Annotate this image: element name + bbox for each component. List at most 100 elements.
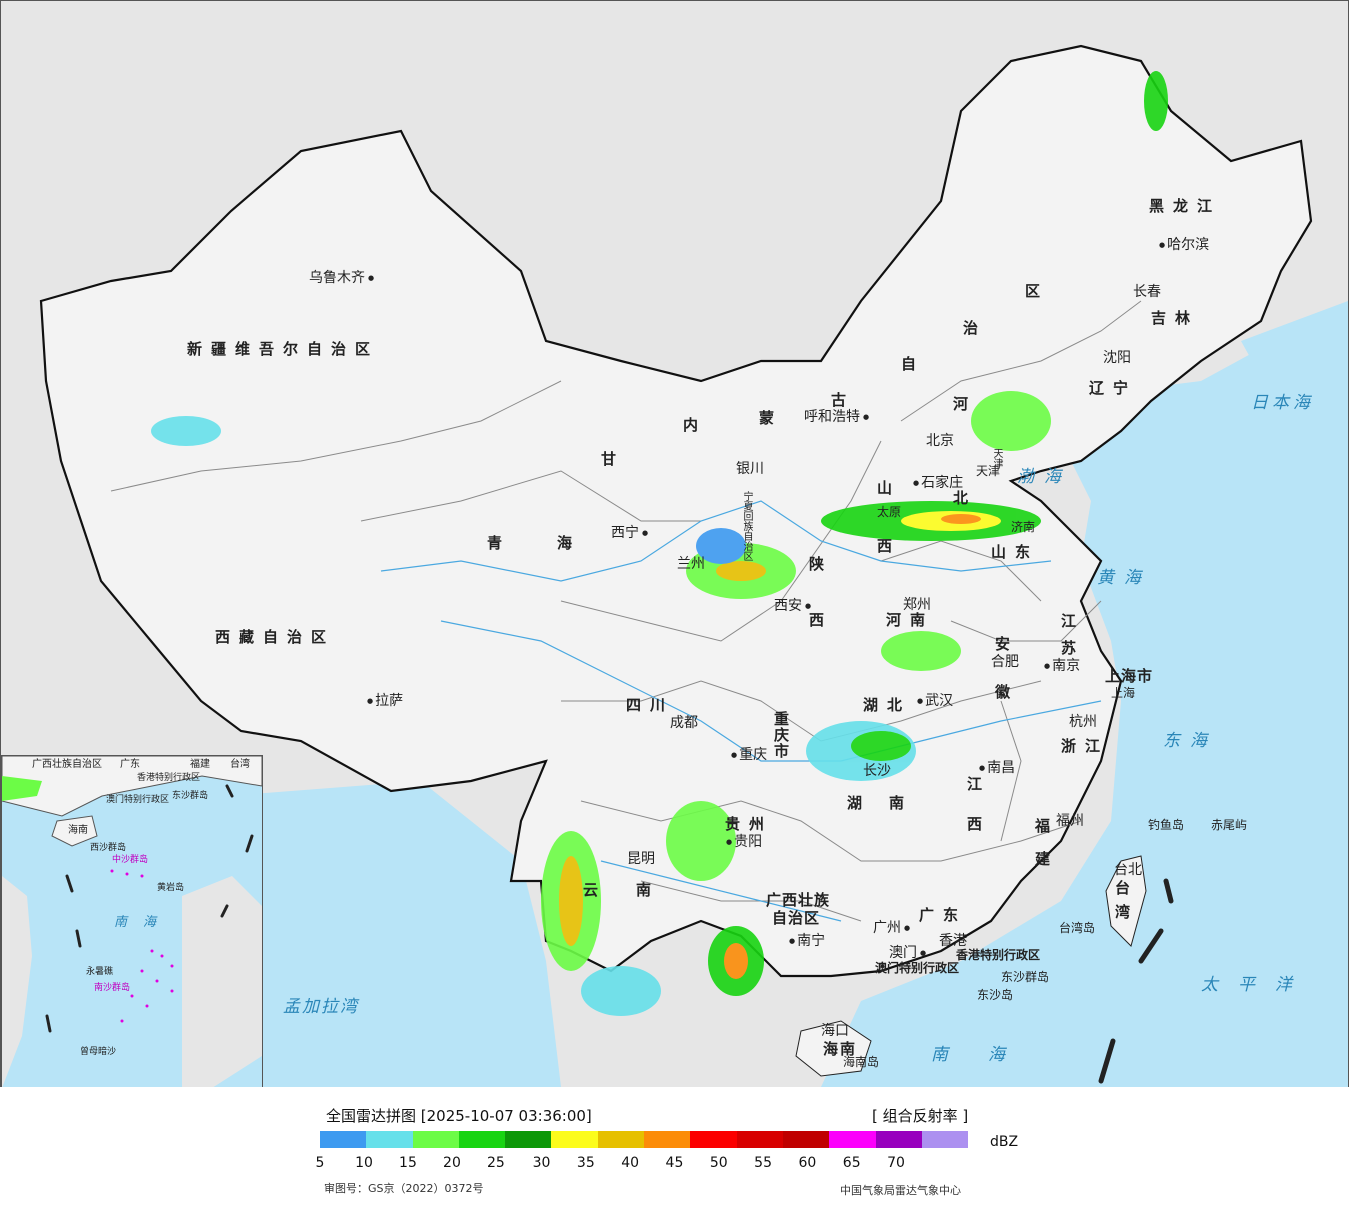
sea-bengal: 孟加拉湾	[283, 997, 359, 1017]
province-label-neimenggu-1: 内	[683, 416, 708, 434]
city-hangzhou: 杭州	[1069, 714, 1097, 730]
province-label-hubei: 湖北	[863, 696, 912, 714]
city-fuzhou: 福州	[1056, 813, 1084, 829]
inset-sea-nanhai: 南海	[114, 915, 173, 930]
province-label-shandong: 山东	[991, 543, 1040, 561]
legend-product: [ 组合反射率 ]	[872, 1107, 969, 1125]
province-label-shanxi-1: 山	[877, 479, 902, 497]
city-kunming: 昆明	[627, 851, 655, 867]
colorbar-cell	[412, 1131, 459, 1148]
colorbar-tick-label: 50	[709, 1155, 728, 1171]
city-huhehaote: 呼和浩特	[804, 410, 869, 424]
sea-japan: 日本海	[1251, 393, 1314, 413]
city-chongqing: 重庆	[731, 748, 767, 762]
province-label-neimenggu-3: 古	[831, 391, 856, 409]
approval-number: 审图号：GS京（2022）0372号	[324, 1182, 484, 1195]
label-ningxia: 宁夏回族自治区	[741, 491, 752, 561]
inset-label-xisha: 西沙群岛	[90, 843, 127, 853]
province-label-zhejiang: 浙江	[1061, 737, 1110, 755]
province-label-neimenggu-6: 区	[1025, 282, 1050, 300]
agency-name: 中国气象局雷达气象中心	[840, 1184, 961, 1197]
city-macau: 澳门	[889, 946, 926, 960]
sea-donghai: 东海	[1163, 731, 1217, 751]
sea-bohai: 渤海	[1017, 467, 1071, 487]
province-label-shaanxi-2: 西	[809, 611, 834, 629]
inset-label-zhongsha: 中沙群岛	[112, 855, 149, 865]
inset-label-zengmu: 曾母暗沙	[80, 1047, 117, 1057]
province-label-guangdong: 广东	[919, 906, 968, 924]
province-label-fujian-1: 福	[1035, 817, 1060, 835]
province-label-shanxi-2: 西	[877, 537, 902, 555]
city-lanzhou: 兰州	[677, 556, 705, 572]
city-hongkong: 香港	[939, 933, 967, 949]
province-label-henan: 河南	[886, 611, 935, 629]
dash-line	[1098, 878, 1174, 1084]
colorbar-cell	[829, 1131, 876, 1148]
colorbar-tick-label: 30	[532, 1155, 551, 1171]
colorbar-cell	[875, 1131, 922, 1148]
colorbar-cell	[551, 1131, 598, 1148]
province-label-jiangsu-2: 苏	[1061, 639, 1086, 657]
colorbar-tick-label: 60	[798, 1155, 817, 1171]
city-chengdu: 成都	[670, 715, 698, 731]
label-tianjin-prov: 天津	[991, 448, 1002, 468]
province-label-guangxi-1: 广西壮族	[766, 891, 831, 909]
island-chiwei: 赤尾屿	[1211, 818, 1248, 832]
colorbar-cell	[736, 1131, 783, 1148]
city-taibei: 台北	[1114, 862, 1142, 878]
colorbar-tick-label: 35	[576, 1155, 595, 1171]
city-shijiazhuang: 石家庄	[913, 476, 963, 490]
province-label-heilongjiang: 黑龙江	[1149, 197, 1222, 215]
province-label-guangxi-2: 自治区	[772, 909, 821, 927]
colorbar-tick-label: 5	[315, 1155, 325, 1171]
province-label-jiangxi-2: 西	[967, 815, 992, 833]
colorbar-tick-label: 40	[621, 1155, 640, 1171]
province-label-taiwan-1: 台	[1115, 879, 1140, 897]
inset-map	[2, 756, 262, 1087]
sea-nanhai: 南海	[931, 1045, 1045, 1065]
province-borders	[110, 300, 1142, 922]
city-xian: 西安	[774, 599, 811, 613]
island-hainan: 海南岛	[843, 1055, 880, 1069]
colorbar-cell	[320, 1131, 367, 1148]
unit-label: dBZ	[990, 1134, 1019, 1150]
province-label-yunnan-2: 南	[636, 881, 661, 899]
colorbar-tick-label: 20	[443, 1155, 461, 1171]
province-label-hebei-1: 河	[953, 395, 978, 413]
province-label-liaoning: 辽宁	[1089, 379, 1138, 397]
city-haerbin: 哈尔滨	[1159, 238, 1209, 252]
city-lhasa: 拉萨	[367, 694, 403, 708]
province-label-xinjiang: 新疆维吾尔自治区	[187, 340, 380, 358]
colorbar	[320, 1131, 969, 1148]
city-yinchuan: 银川	[736, 461, 764, 477]
province-label-jiangxi-1: 江	[967, 775, 992, 793]
province-label-hunan-2: 南	[889, 794, 914, 812]
inset-label-dongsha: 东沙群岛	[172, 791, 209, 801]
inset-label-hk: 香港特别行政区	[137, 773, 201, 783]
province-label-anhui-1: 安	[995, 635, 1020, 653]
province-label-qinghai-1: 青	[487, 534, 512, 552]
city-jinan: 济南	[1011, 520, 1036, 534]
colorbar-tick-label: 65	[842, 1155, 861, 1171]
province-label-shanghai: 上海市	[1105, 667, 1154, 685]
province-label-hainan: 海南	[823, 1040, 858, 1058]
island-diaoyu: 钓鱼岛	[1148, 818, 1185, 832]
inset-label-nansha: 南沙群岛	[94, 983, 131, 993]
province-label-taiwan-2: 湾	[1115, 903, 1140, 921]
colorbar-tick-label: 55	[754, 1155, 772, 1171]
province-label-neimenggu-4: 自	[901, 355, 926, 373]
city-tianjin: 天津	[976, 464, 1001, 478]
island-dongsha: 东沙岛	[977, 988, 1014, 1002]
label-hk-sar: 香港特别行政区	[956, 948, 1041, 962]
inset-label-guangxi: 广西壮族自治区	[32, 759, 102, 770]
colorbar-cell	[644, 1131, 691, 1148]
province-label-hebei-2: 北	[953, 489, 978, 507]
province-label-yunnan-1: 云	[583, 881, 608, 899]
island-taiwan: 台湾岛	[1059, 921, 1096, 935]
colorbar-cell	[505, 1131, 552, 1148]
japan-sea-area	[1241, 301, 1348, 461]
province-label-jilin: 吉林	[1151, 309, 1200, 327]
city-shanghai: 上海	[1111, 686, 1136, 700]
inset-label-guangdong: 广东	[120, 759, 140, 770]
province-label-neimenggu-5: 治	[963, 319, 988, 337]
